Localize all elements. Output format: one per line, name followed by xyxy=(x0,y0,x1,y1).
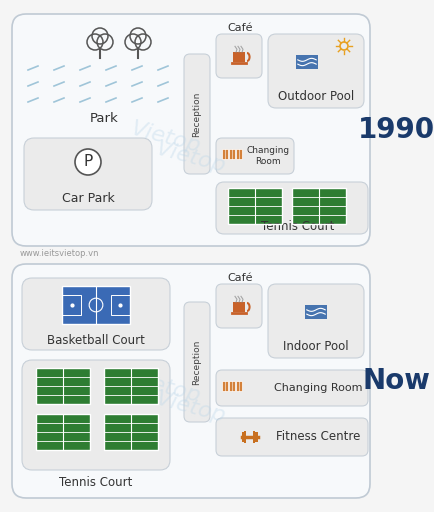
Text: Now: Now xyxy=(362,367,430,395)
Bar xyxy=(36,414,90,450)
FancyBboxPatch shape xyxy=(268,284,364,358)
Bar xyxy=(296,55,318,69)
Text: www.ieitsvietop.vn: www.ieitsvietop.vn xyxy=(20,248,99,258)
Bar xyxy=(222,381,228,391)
Bar xyxy=(36,414,90,450)
FancyBboxPatch shape xyxy=(184,54,210,174)
Bar xyxy=(253,431,255,443)
FancyBboxPatch shape xyxy=(268,34,364,108)
Text: Vietop: Vietop xyxy=(128,369,202,407)
Bar xyxy=(292,188,346,224)
Text: Changing Room: Changing Room xyxy=(274,383,362,393)
Bar xyxy=(228,188,282,224)
FancyBboxPatch shape xyxy=(22,360,170,470)
Bar xyxy=(62,294,81,315)
Text: Café: Café xyxy=(227,273,253,283)
Text: Basketball Court: Basketball Court xyxy=(47,333,145,347)
Bar xyxy=(242,432,245,442)
Bar xyxy=(36,368,90,404)
Bar xyxy=(104,368,158,404)
Text: Tennis Court: Tennis Court xyxy=(59,476,133,488)
Bar xyxy=(111,294,130,315)
Text: 1990: 1990 xyxy=(358,116,434,144)
Bar xyxy=(104,368,158,404)
FancyBboxPatch shape xyxy=(12,14,370,246)
Bar xyxy=(229,149,235,159)
Text: Indoor Pool: Indoor Pool xyxy=(283,340,349,353)
Text: Vietop: Vietop xyxy=(153,139,227,177)
Bar xyxy=(233,302,245,312)
Bar xyxy=(255,432,258,442)
Text: Reception: Reception xyxy=(193,339,201,385)
Bar xyxy=(233,52,245,61)
FancyBboxPatch shape xyxy=(216,370,368,406)
Bar xyxy=(243,431,246,443)
Bar xyxy=(104,414,158,450)
FancyBboxPatch shape xyxy=(216,182,368,234)
Bar xyxy=(305,305,327,319)
FancyBboxPatch shape xyxy=(216,34,262,78)
Text: Fitness Centre: Fitness Centre xyxy=(276,431,360,443)
Bar xyxy=(292,188,346,224)
FancyBboxPatch shape xyxy=(216,284,262,328)
Bar xyxy=(236,381,242,391)
Bar xyxy=(222,149,228,159)
Text: Café: Café xyxy=(227,23,253,33)
FancyBboxPatch shape xyxy=(216,418,368,456)
Bar xyxy=(104,414,158,450)
FancyBboxPatch shape xyxy=(22,278,170,350)
Text: Changing
Room: Changing Room xyxy=(247,146,289,166)
Text: P: P xyxy=(83,155,92,169)
Bar xyxy=(236,149,242,159)
Text: Reception: Reception xyxy=(193,91,201,137)
Bar xyxy=(228,188,282,224)
Bar xyxy=(62,286,130,324)
Bar xyxy=(229,381,235,391)
Text: Outdoor Pool: Outdoor Pool xyxy=(278,91,354,103)
Text: Tennis Court: Tennis Court xyxy=(261,220,335,232)
FancyBboxPatch shape xyxy=(24,138,152,210)
FancyBboxPatch shape xyxy=(216,138,294,174)
FancyBboxPatch shape xyxy=(184,302,210,422)
Text: Park: Park xyxy=(90,112,118,124)
FancyBboxPatch shape xyxy=(12,264,370,498)
Text: Vietop: Vietop xyxy=(128,119,202,157)
Text: Car Park: Car Park xyxy=(62,191,115,204)
Circle shape xyxy=(75,149,101,175)
Text: Vietop: Vietop xyxy=(153,389,227,427)
Bar xyxy=(36,368,90,404)
